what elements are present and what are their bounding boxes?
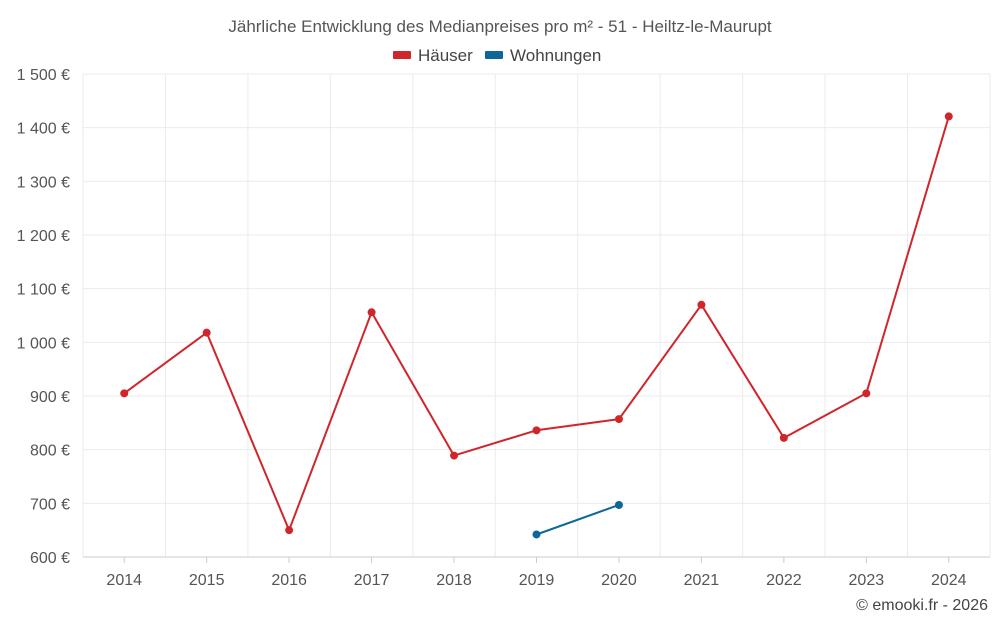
data-point-haeuser[interactable]	[285, 526, 294, 535]
y-tick-label: 1 100 €	[17, 282, 70, 299]
y-tick-label: 1 200 €	[17, 228, 70, 245]
x-tick-label: 2020	[601, 572, 637, 589]
x-tick-label: 2016	[271, 572, 307, 589]
legend-swatch-haeuser	[393, 51, 411, 59]
x-tick-label: 2023	[849, 572, 885, 589]
credit-text: © emooki.fr - 2026	[856, 597, 988, 614]
data-point-wohnungen[interactable]	[614, 500, 623, 509]
chart-title: Jährliche Entwicklung des Medianpreises …	[228, 17, 772, 36]
x-tick-label: 2015	[189, 572, 225, 589]
grid	[82, 73, 991, 557]
data-point-haeuser[interactable]	[862, 389, 871, 398]
y-axis-ticks: 600 € 700 € 800 € 900 € 1 000 € 1 100 € 1 200 …	[17, 67, 70, 567]
data-point-haeuser[interactable]	[944, 112, 953, 121]
data-point-haeuser[interactable]	[450, 451, 459, 460]
data-point-haeuser[interactable]	[697, 300, 706, 309]
x-tick-label: 2014	[106, 572, 142, 589]
data-point-haeuser[interactable]	[532, 426, 541, 435]
data-point-haeuser[interactable]	[367, 308, 376, 317]
x-tick-label: 2021	[684, 572, 720, 589]
legend-item-wohnungen[interactable]: Wohnungen	[485, 46, 601, 65]
x-tick-label: 2024	[931, 572, 967, 589]
y-tick-label: 700 €	[30, 496, 70, 513]
legend-item-haeuser[interactable]: Häuser	[393, 46, 473, 65]
series-line-wohnungen	[536, 503, 620, 536]
data-point-haeuser[interactable]	[779, 433, 788, 442]
data-point-haeuser[interactable]	[120, 389, 129, 398]
x-tick-label: 2019	[519, 572, 555, 589]
x-tick-label: 2018	[436, 572, 472, 589]
x-tick-label: 2017	[354, 572, 390, 589]
legend-swatch-wohnungen	[485, 51, 503, 59]
y-tick-label: 1 300 €	[17, 174, 70, 191]
x-axis-ticks: 2014 2015 2016 2017 2018 2019 2020 2021 2022 2023…	[106, 557, 967, 589]
y-tick-label: 1 400 €	[17, 121, 70, 138]
y-tick-label: 600 €	[30, 550, 70, 567]
y-tick-label: 900 €	[30, 389, 70, 406]
legend-label-haeuser: Häuser	[418, 46, 473, 65]
data-point-haeuser[interactable]	[614, 415, 623, 424]
y-tick-label: 1 000 €	[17, 335, 70, 352]
data-point-wohnungen[interactable]	[532, 530, 541, 539]
data-point-haeuser[interactable]	[202, 328, 211, 337]
legend-label-wohnungen: Wohnungen	[510, 46, 601, 65]
series	[120, 112, 953, 539]
y-tick-label: 1 500 €	[17, 67, 70, 84]
y-tick-label: 800 €	[30, 443, 70, 460]
legend: Häuser Wohnungen	[393, 46, 601, 65]
x-tick-label: 2022	[766, 572, 802, 589]
